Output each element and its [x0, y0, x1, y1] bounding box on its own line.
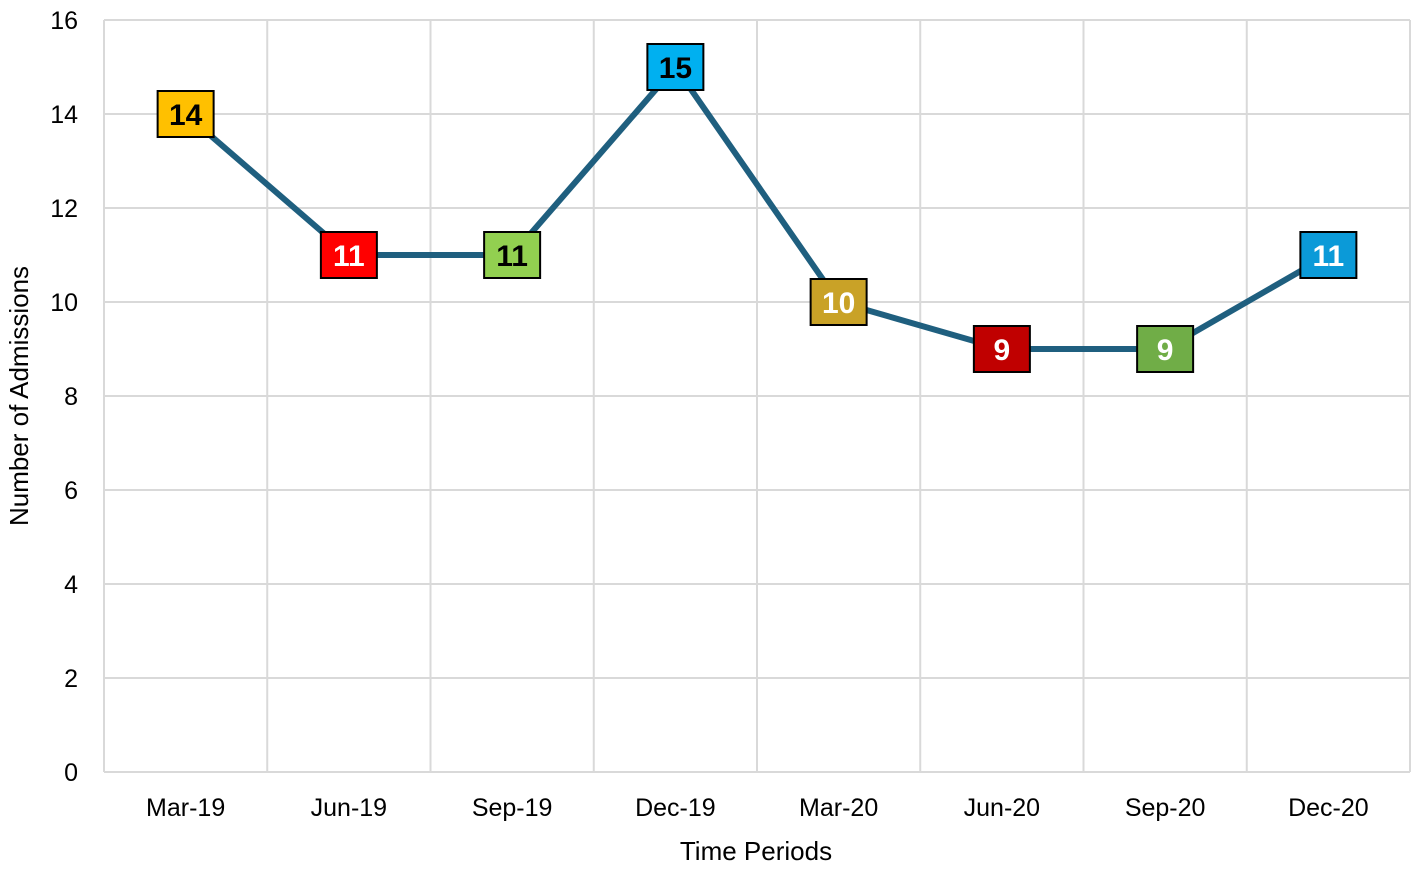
data-marker: [809, 278, 868, 326]
data-point: 10: [809, 278, 868, 326]
data-label: 11: [496, 240, 528, 273]
data-marker: [1136, 325, 1195, 373]
y-axis-ticks: 0 2 4 6 8 10 12 14 16: [50, 7, 78, 787]
y-tick-label: 12: [50, 195, 78, 223]
x-tick-label: Jun-19: [311, 794, 387, 822]
gridlines: [103, 19, 1411, 773]
data-label: 11: [333, 240, 365, 273]
data-point: 11: [319, 231, 378, 279]
x-tick-label: Dec-20: [1288, 794, 1369, 822]
y-tick-label: 14: [50, 101, 78, 129]
y-tick-label: 2: [64, 665, 78, 693]
data-markers: 14 11 11 15 10 9 9 11: [156, 43, 1358, 373]
data-label: 14: [169, 99, 203, 132]
y-axis-title: Number of Admissions: [4, 266, 34, 526]
data-marker: [319, 231, 378, 279]
data-label: 9: [1157, 334, 1174, 367]
x-tick-label: Mar-20: [799, 794, 878, 822]
x-axis-ticks: Mar-19 Jun-19 Sep-19 Dec-19 Mar-20 Jun-20 Sep-…: [146, 794, 1369, 822]
data-marker: [1299, 231, 1358, 279]
data-label: 9: [994, 334, 1011, 367]
data-marker: [156, 90, 215, 138]
y-tick-label: 4: [64, 571, 78, 599]
data-label: 15: [659, 52, 692, 85]
data-label: 11: [1313, 240, 1345, 273]
data-marker: [646, 43, 705, 91]
data-point: 9: [1136, 325, 1195, 373]
data-point: 9: [972, 325, 1031, 373]
data-point: 11: [483, 231, 542, 279]
data-point: 15: [646, 43, 705, 91]
data-marker: [483, 231, 542, 279]
x-tick-label: Sep-19: [472, 794, 553, 822]
y-tick-label: 0: [64, 759, 78, 787]
x-tick-label: Mar-19: [146, 794, 225, 822]
y-tick-label: 6: [64, 477, 78, 505]
data-label: 10: [822, 287, 855, 320]
x-tick-label: Dec-19: [635, 794, 716, 822]
data-point: 11: [1299, 231, 1358, 279]
x-axis-title: Time Periods: [680, 836, 832, 866]
y-tick-label: 16: [50, 7, 78, 35]
data-marker: [972, 325, 1031, 373]
y-tick-label: 10: [50, 289, 78, 317]
x-tick-label: Jun-20: [964, 794, 1040, 822]
y-tick-label: 8: [64, 383, 78, 411]
x-tick-label: Sep-20: [1125, 794, 1206, 822]
data-point: 14: [156, 90, 215, 138]
